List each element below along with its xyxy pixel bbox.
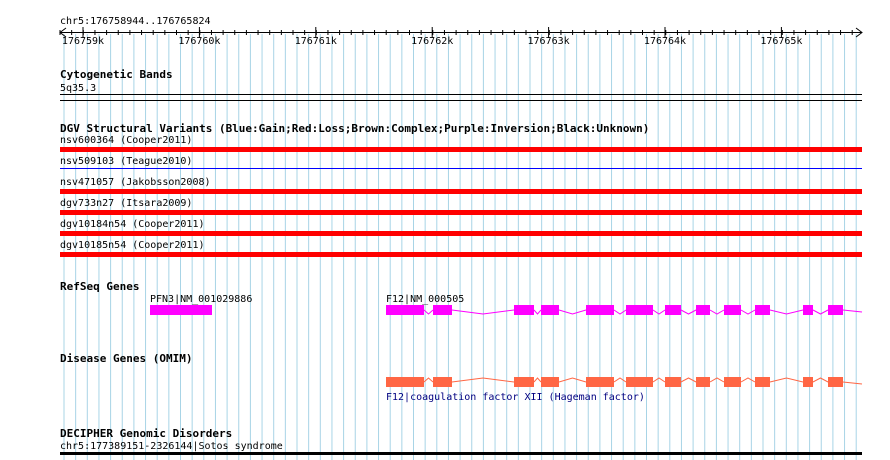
gene-intron (812, 309, 829, 315)
ruler-tick-label: 176762k (411, 36, 453, 47)
omim-gene-f12[interactable] (386, 377, 863, 387)
ruler-arrow-right (855, 27, 863, 38)
vertical-grid-lines (63, 34, 857, 460)
gene-exon (541, 377, 559, 387)
gene-exon (803, 377, 813, 387)
dgv-feature-bar[interactable] (60, 210, 862, 215)
gene-exon (386, 305, 424, 315)
gene-exon (755, 377, 770, 387)
gene-intron (613, 309, 627, 315)
gene-exon (626, 305, 653, 315)
dgv-feature-label: nsv600364 (Cooper2011) (60, 135, 192, 146)
gene-intron (533, 309, 542, 315)
ruler-tick-label: 176763k (528, 36, 570, 47)
gene-exon (665, 377, 681, 387)
gene-exon (828, 377, 843, 387)
ruler-axis: 176759k 176760k 176761k 176762k 176763k 17676… (59, 27, 863, 47)
gene-exon (724, 377, 741, 387)
gene-intron (451, 309, 515, 315)
gene-intron (709, 309, 725, 315)
dgv-feature-label: dgv733n27 (Itsara2009) (60, 198, 192, 209)
refseq-gene-pfn3[interactable] (150, 305, 212, 315)
region-label: chr5:176758944..176765824 (60, 16, 211, 27)
dgv-feature-list: nsv600364 (Cooper2011) nsv509103 (Teague2… (60, 135, 862, 257)
gene-intron (740, 309, 756, 315)
gene-intron (740, 377, 756, 383)
gene-exon (803, 305, 813, 315)
gene-intron (558, 377, 587, 383)
gene-intron (769, 377, 804, 383)
dgv-feature-label: dgv10185n54 (Cooper2011) (60, 240, 205, 251)
coordinate-ruler[interactable]: chr5:176758944..176765824 176759k 176760k… (59, 16, 863, 47)
omim-gene-label: F12|coagulation factor XII (Hageman fact… (386, 392, 645, 403)
ruler-arrow-left (59, 27, 67, 38)
gene-intron (812, 377, 829, 383)
gene-exon (586, 377, 614, 387)
refseq-gene-label-pfn3: PFN3|NM_001029886 (150, 294, 252, 305)
gene-intron (652, 377, 666, 383)
gene-exon (626, 377, 653, 387)
dgv-feature-bar[interactable] (60, 189, 862, 194)
refseq-gene-f12[interactable] (386, 305, 863, 315)
gene-exon (755, 305, 770, 315)
ruler-tick-label: 176760k (178, 36, 220, 47)
decipher-feature-label: chr5:177389151-2326144|Sotos syndrome (60, 441, 283, 452)
decipher-track[interactable]: DECIPHER Genomic Disorders chr5:17738915… (60, 427, 862, 455)
gene-intron (652, 309, 666, 315)
dgv-feature-label: dgv10184n54 (Cooper2011) (60, 219, 205, 230)
gene-exon (433, 377, 452, 387)
gene-tail (842, 309, 863, 313)
gene-intron (769, 309, 804, 315)
gene-intron (613, 377, 627, 383)
gene-exon (541, 305, 559, 315)
cytoband-label: 5q35.3 (60, 83, 96, 94)
dgv-track[interactable]: DGV Structural Variants (Blue:Gain;Red:L… (60, 122, 862, 257)
dgv-feature-bar[interactable] (60, 147, 862, 152)
dgv-feature-label: nsv471057 (Jakobsson2008) (60, 177, 211, 188)
gene-intron (680, 309, 697, 315)
dgv-feature-bar[interactable] (60, 231, 862, 236)
decipher-feature-bar[interactable] (60, 452, 862, 455)
gene-exon (514, 377, 534, 387)
gene-exon (386, 377, 424, 387)
gene-intron (451, 377, 515, 383)
gene-exon (828, 305, 843, 315)
omim-track[interactable]: Disease Genes (OMIM) F12|coagulation fac… (60, 352, 863, 403)
gene-intron (680, 377, 697, 383)
gene-exon (586, 305, 614, 315)
gene-intron (423, 309, 434, 315)
dgv-feature-bar[interactable] (60, 252, 862, 257)
ruler-tick-label: 176759k (62, 36, 104, 47)
gene-exon (665, 305, 681, 315)
ruler-tick-label: 176764k (644, 36, 686, 47)
gene-exon (514, 305, 534, 315)
gene-intron (533, 377, 542, 383)
refseq-gene-label-f12: F12|NM_000505 (386, 294, 464, 305)
gene-exon (696, 377, 710, 387)
omim-track-title: Disease Genes (OMIM) (60, 352, 192, 365)
gene-exon (433, 305, 452, 315)
gene-exon (696, 305, 710, 315)
dgv-track-title: DGV Structural Variants (Blue:Gain;Red:L… (60, 122, 649, 135)
gene-tail (842, 381, 863, 385)
ruler-tick-label: 176761k (295, 36, 337, 47)
gene-exon (724, 305, 741, 315)
cytoband-track[interactable]: Cytogenetic Bands 5q35.3 (60, 68, 862, 101)
refseq-exon (150, 305, 212, 315)
ruler-tick-label: 176765k (760, 36, 802, 47)
dgv-feature-label: nsv509103 (Teague2010) (60, 156, 192, 167)
gene-intron (709, 377, 725, 383)
gene-intron (423, 377, 434, 383)
refseq-track[interactable]: RefSeq Genes PFN3|NM_001029886 F12|NM_00… (60, 280, 863, 315)
dgv-feature-bar[interactable] (60, 168, 862, 169)
decipher-track-title: DECIPHER Genomic Disorders (60, 427, 232, 440)
cytoband-track-title: Cytogenetic Bands (60, 68, 173, 81)
gene-intron (558, 309, 587, 315)
refseq-track-title: RefSeq Genes (60, 280, 139, 293)
